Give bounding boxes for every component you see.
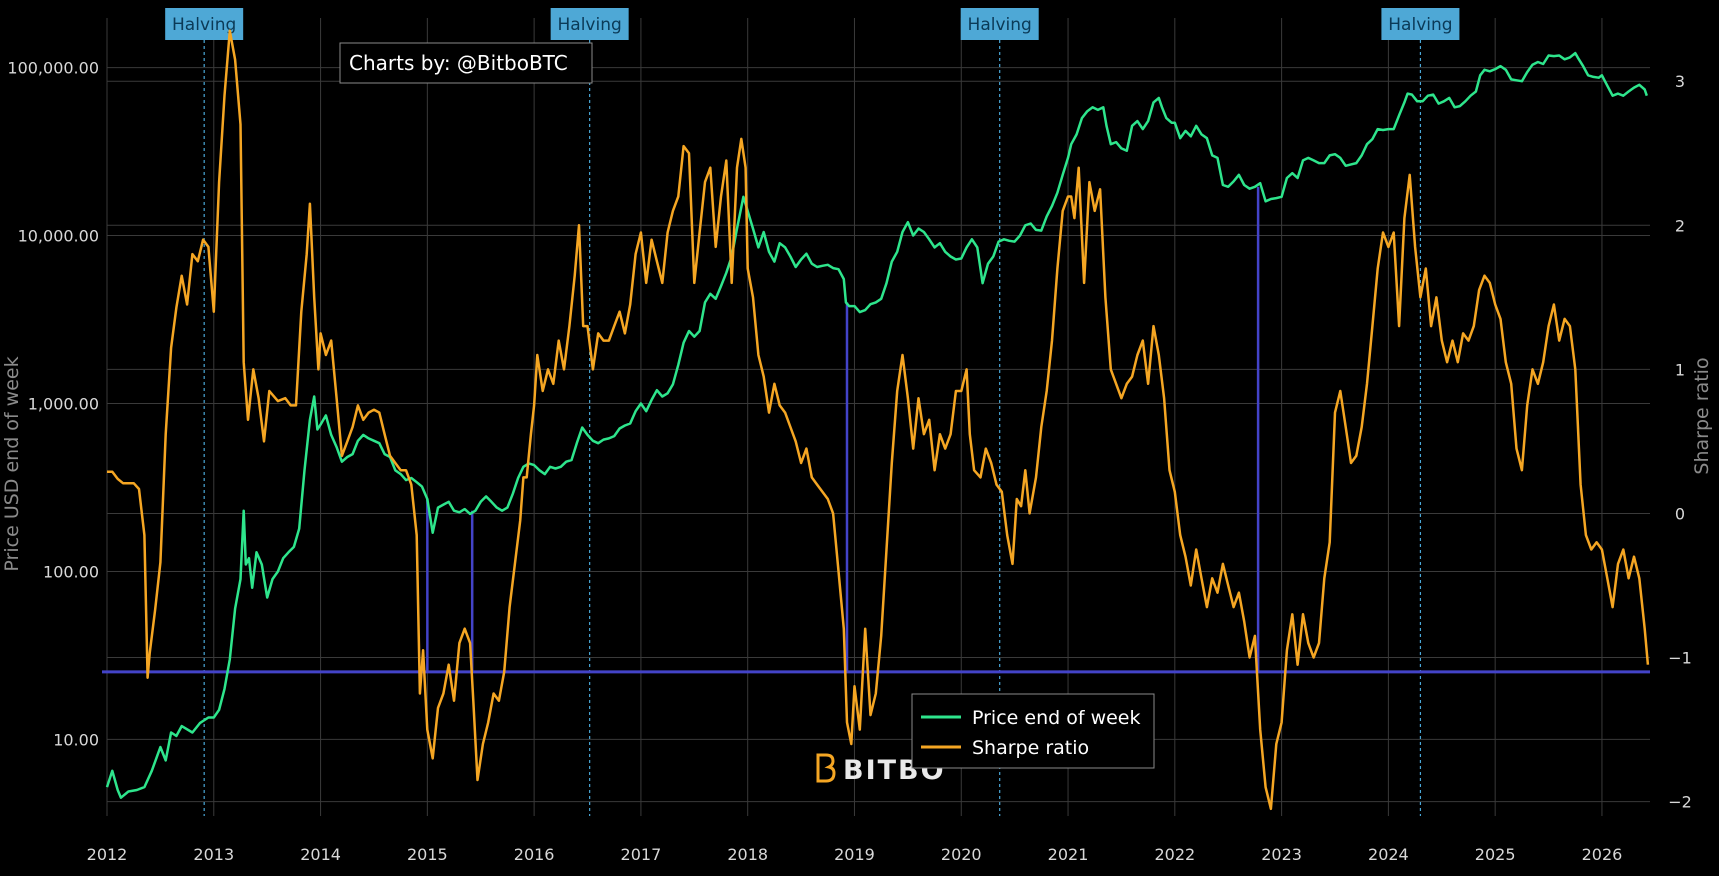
y-axis-title: Price USD end of week	[1, 356, 23, 571]
price-line	[105, 51, 1648, 799]
y2-tick-label: 1	[1675, 360, 1685, 379]
legend-price-label: Price end of week	[972, 707, 1141, 729]
x-tick-label: 2026	[1582, 845, 1623, 864]
grid-lines	[106, 18, 1650, 816]
sharpe-line	[107, 29, 1650, 811]
x-tick-label: 2024	[1368, 845, 1409, 864]
halving-label-box	[550, 8, 629, 40]
y2-tick-label: 2	[1675, 216, 1685, 235]
halving-label: Halving	[968, 15, 1032, 35]
halving-label: Halving	[172, 15, 236, 35]
x-tick-label: 2017	[621, 845, 662, 864]
y2-axis-ticks: −2 −1 0 1 2 3	[1668, 72, 1692, 811]
halving-label-box	[960, 8, 1039, 40]
y-tick-label: 100,000.00	[7, 59, 99, 78]
y-tick-label: 10,000.00	[18, 227, 99, 246]
y-tick-label: 100.00	[43, 562, 99, 581]
x-tick-label: 2019	[834, 845, 875, 864]
x-tick-label: 2018	[727, 845, 768, 864]
halving-label-box	[1381, 8, 1460, 40]
y2-axis-title: Sharpe ratio	[1691, 357, 1713, 474]
x-axis-ticks: 2012 2013 2014 2015 2016 2017 2018 2019 2020 2021…	[87, 845, 1623, 864]
y-tick-label: 1,000.00	[28, 394, 99, 413]
y2-tick-label: 0	[1675, 504, 1685, 523]
x-tick-label: 2016	[514, 845, 555, 864]
halving-label: Halving	[558, 15, 622, 35]
x-tick-label: 2023	[1261, 845, 1302, 864]
x-tick-label: 2022	[1154, 845, 1195, 864]
credit-box: Charts by: @BitboBTC	[339, 42, 593, 84]
y2-tick-label: −1	[1668, 649, 1692, 668]
y2-tick-label: 3	[1675, 72, 1685, 91]
credit-text: Charts by: @BitboBTC	[349, 51, 568, 75]
x-tick-label: 2021	[1048, 845, 1089, 864]
halving-label: Halving	[1388, 15, 1452, 35]
x-tick-label: 2013	[193, 845, 234, 864]
series-lines	[105, 29, 1650, 811]
x-tick-label: 2015	[407, 845, 448, 864]
x-tick-label: 2012	[87, 845, 128, 864]
y-tick-label: 10.00	[53, 730, 99, 749]
x-tick-label: 2014	[300, 845, 341, 864]
x-tick-label: 2020	[941, 845, 982, 864]
bear-markers	[102, 186, 1650, 674]
legend: Price end of week Sharpe ratio	[911, 693, 1155, 769]
bitbo-logo-icon	[816, 753, 836, 783]
legend-sharpe-label: Sharpe ratio	[972, 737, 1089, 759]
y2-tick-label: −2	[1668, 793, 1692, 812]
y-axis-ticks: 10.00 100.00 1,000.00 10,000.00 100,000.00	[7, 59, 99, 750]
x-tick-label: 2025	[1475, 845, 1516, 864]
